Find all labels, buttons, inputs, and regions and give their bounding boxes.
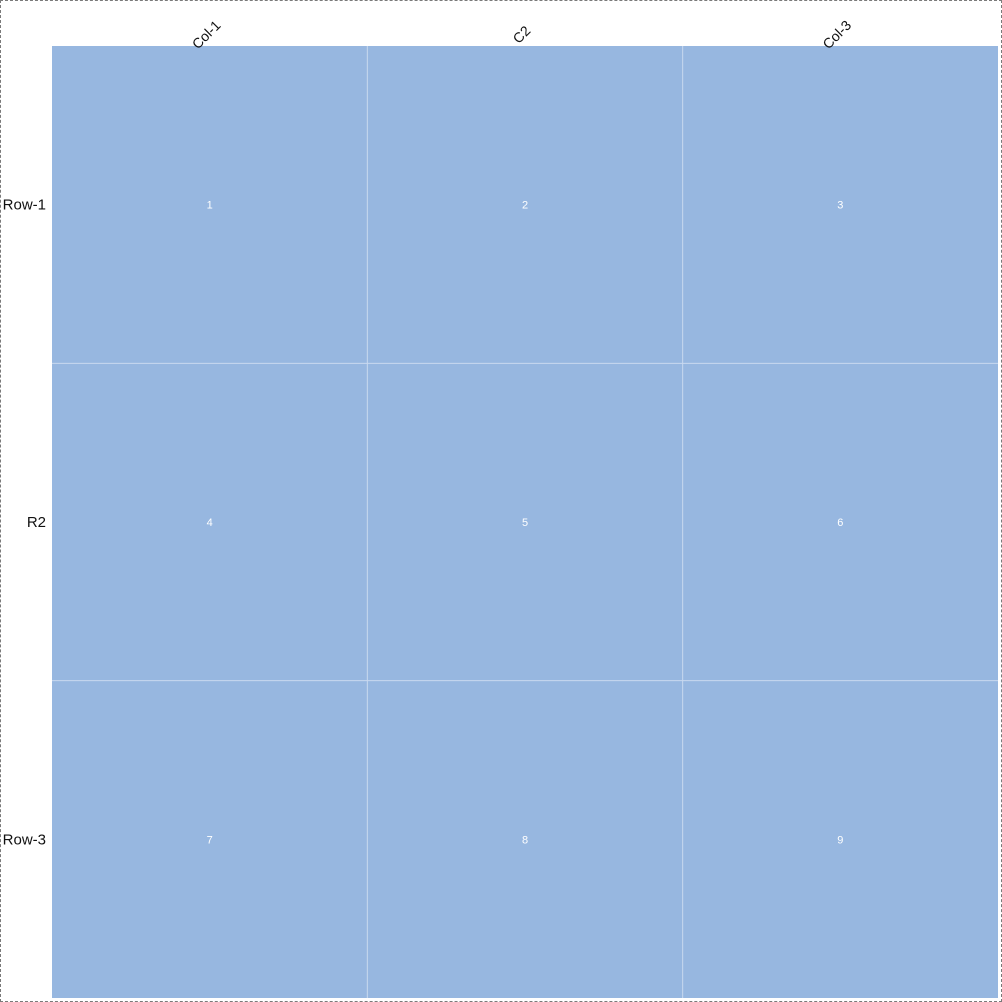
cell-value-r1-c2: 2 — [522, 200, 528, 212]
row-labels: Row-1 R2 Row-3 — [3, 197, 46, 849]
cell-value-r1-c1: 1 — [207, 200, 213, 212]
cell-value-r3-c3: 9 — [837, 834, 843, 846]
heatmap-cell-r2-c2 — [367, 363, 683, 681]
heatmap-cells — [52, 46, 998, 998]
heatmap-cell-r3-c3 — [682, 680, 998, 998]
heatmap-gridlines — [52, 46, 998, 998]
heatmap-cell-r3-c2 — [367, 680, 683, 998]
row-label-3: Row-3 — [3, 831, 46, 848]
heatmap-cell-r2-c3 — [682, 363, 998, 681]
heatmap-cell-r3-c1 — [52, 680, 368, 998]
cell-value-r2-c2: 5 — [522, 517, 528, 529]
row-label-2: R2 — [27, 514, 46, 531]
cell-value-r2-c1: 4 — [207, 517, 213, 529]
heatmap-cell-r1-c2 — [367, 46, 683, 364]
heatmap-cell-values: 1 2 3 4 5 6 7 8 9 — [207, 200, 844, 847]
cell-value-r2-c3: 6 — [837, 517, 843, 529]
heatmap-cell-r2-c1 — [52, 363, 368, 681]
cell-value-r3-c1: 7 — [207, 834, 213, 846]
row-label-1: Row-1 — [3, 197, 46, 214]
cell-value-r1-c3: 3 — [837, 200, 843, 212]
cell-value-r3-c2: 8 — [522, 834, 528, 846]
heatmap-cell-r1-c1 — [52, 46, 368, 364]
heatmap-cell-r1-c3 — [682, 46, 998, 364]
column-label-2: C2 — [509, 22, 533, 46]
